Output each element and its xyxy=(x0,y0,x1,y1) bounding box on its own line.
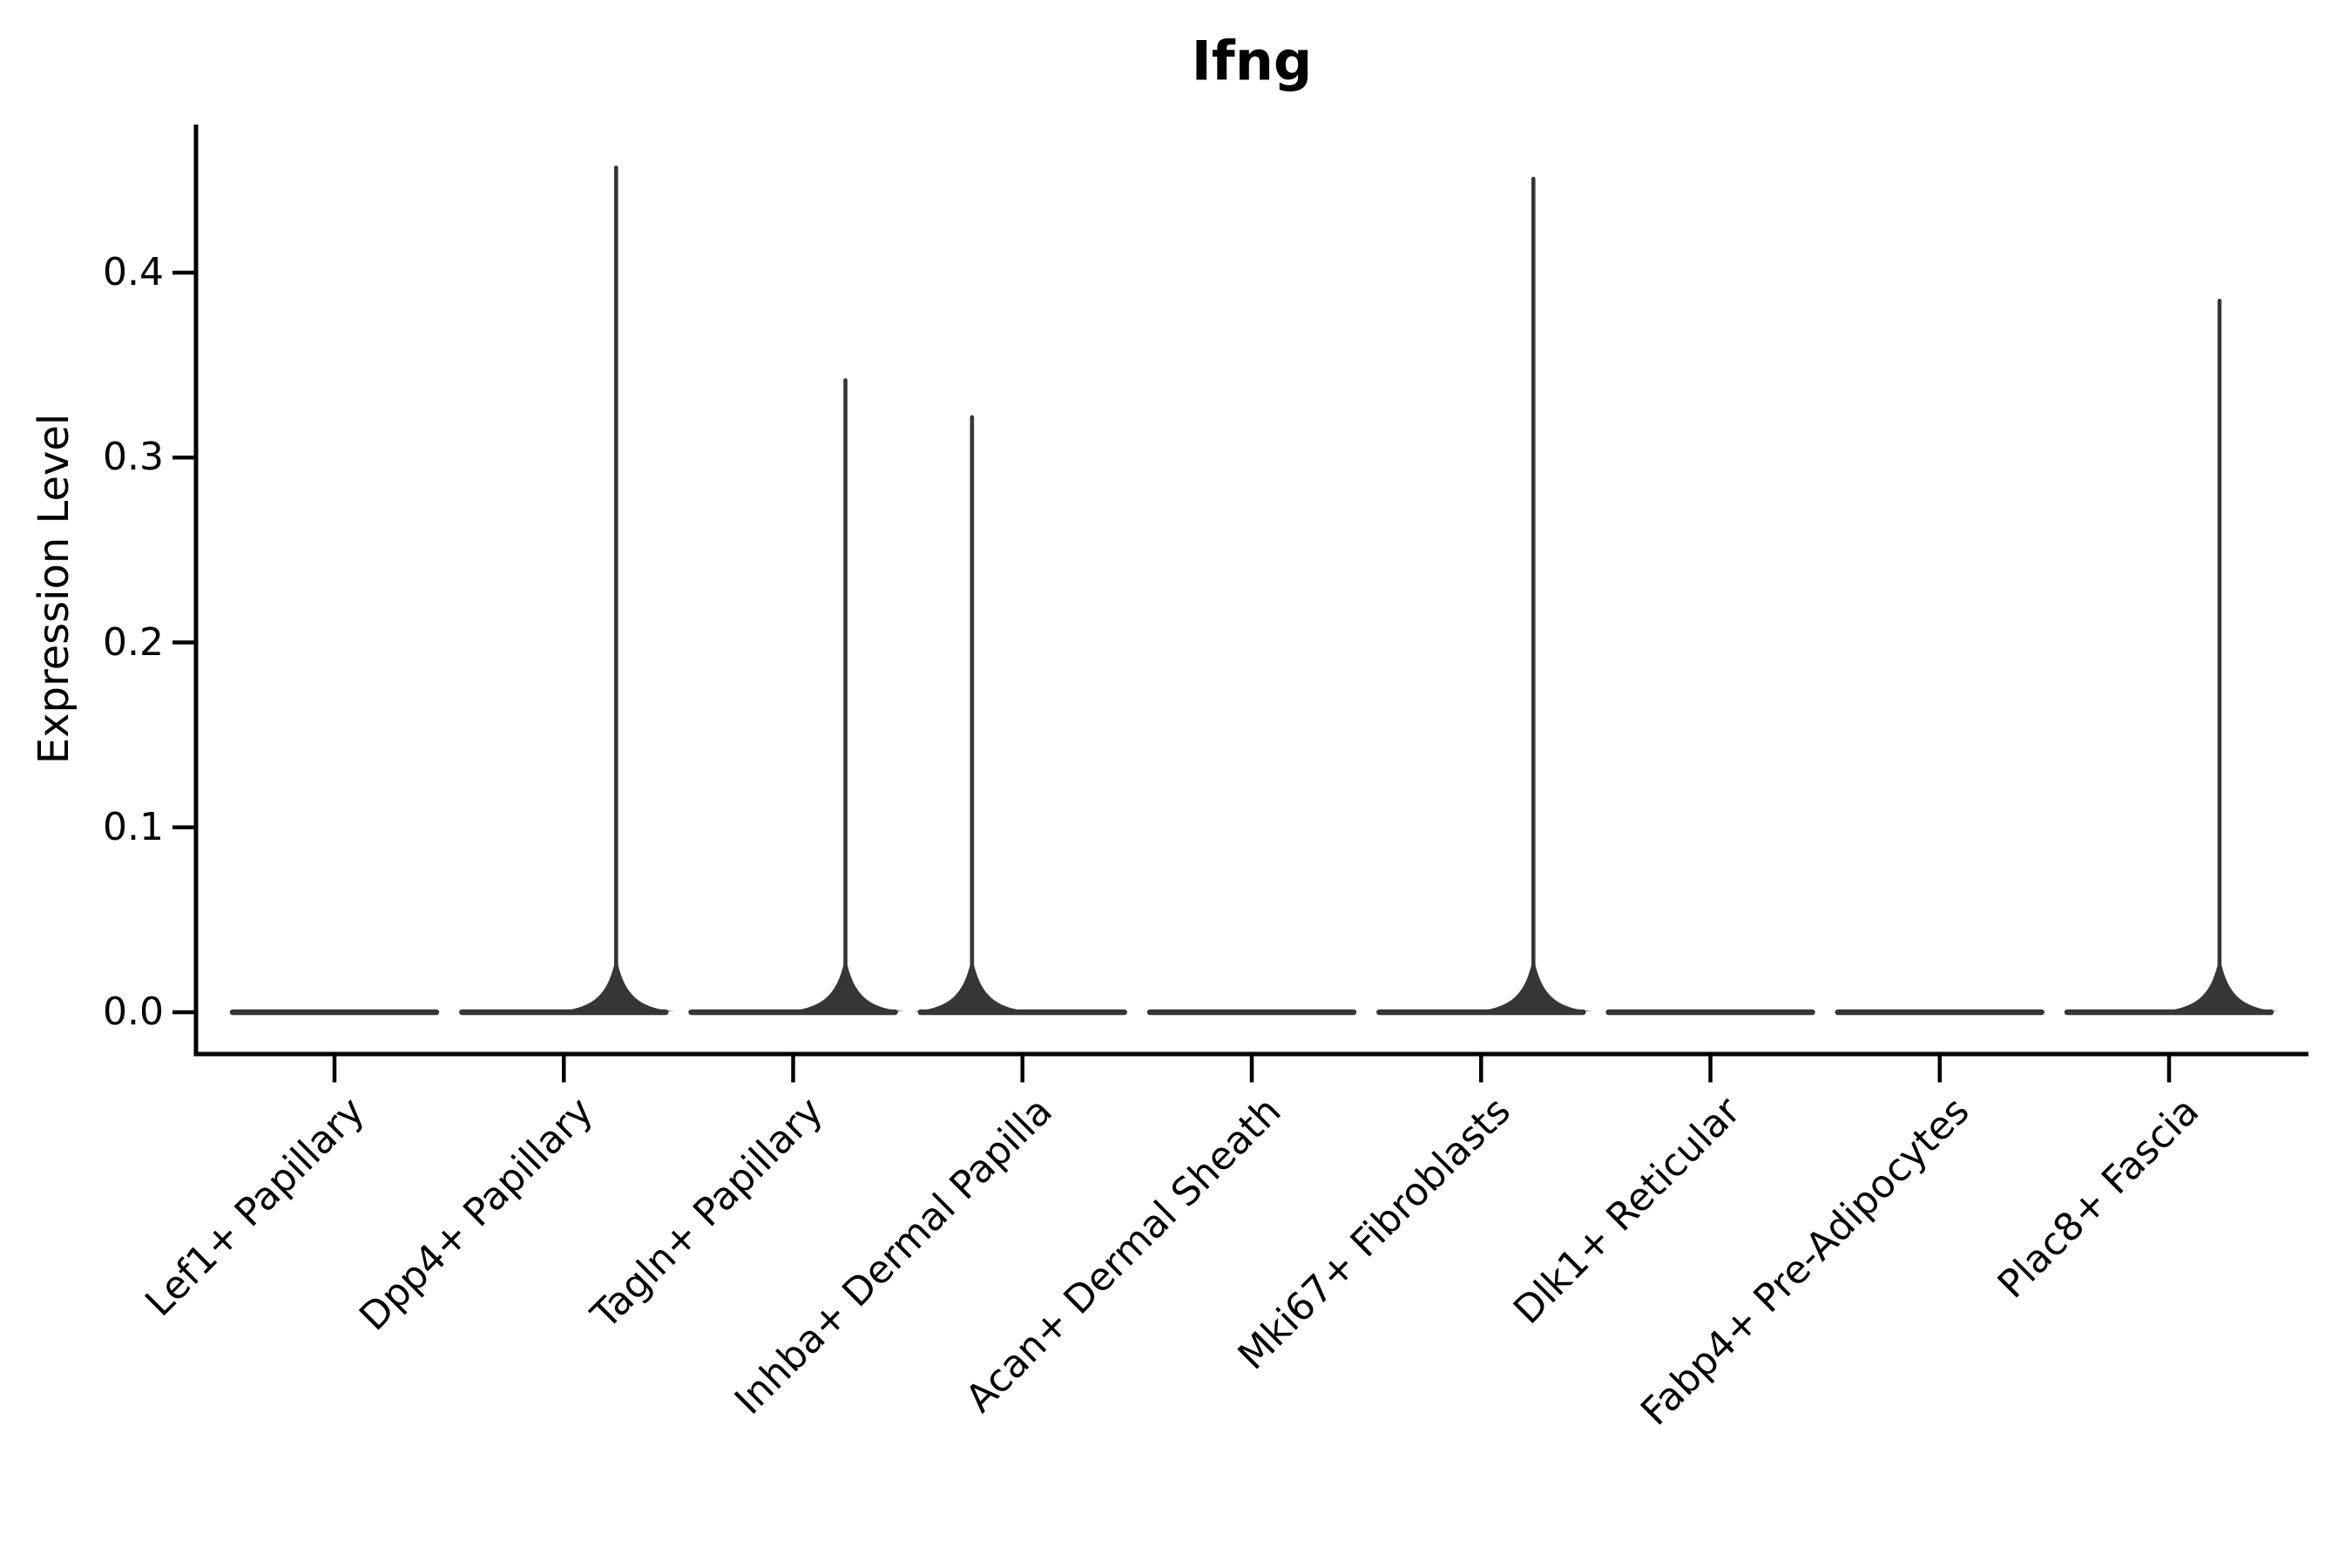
y-tick-label: 0.0 xyxy=(103,990,164,1034)
plot-title: Ifng xyxy=(1191,29,1313,93)
y-tick-label: 0.3 xyxy=(103,435,164,480)
violin-spike-flare xyxy=(557,965,676,1011)
y-tick-label: 0.1 xyxy=(103,804,164,849)
y-tick-label: 0.2 xyxy=(103,619,164,665)
violin-spike-flare xyxy=(1474,965,1593,1011)
y-tick-label: 0.4 xyxy=(103,250,164,294)
violin-spike-flare xyxy=(786,965,905,1011)
violin-spike-flare xyxy=(2159,965,2279,1011)
violin-spike-flare xyxy=(912,965,1031,1011)
